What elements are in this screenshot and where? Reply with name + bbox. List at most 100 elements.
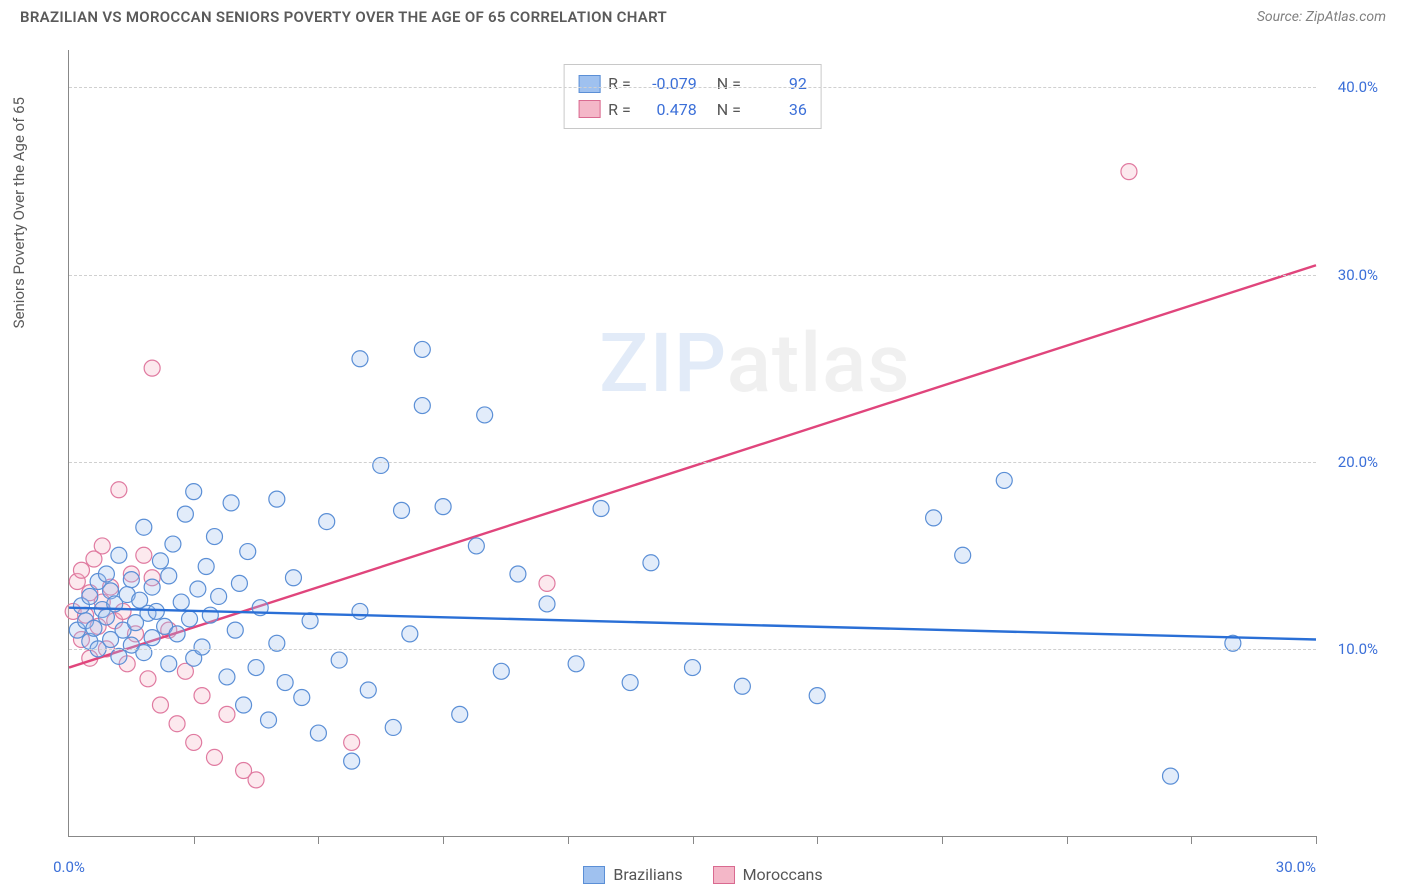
gridline	[69, 87, 1316, 88]
brazilian-point	[111, 547, 127, 563]
moroccan-point	[169, 716, 185, 732]
brazilian-point	[144, 579, 160, 595]
n-label: N =	[717, 97, 741, 123]
brazilian-point	[360, 682, 376, 698]
brazilian-point	[152, 553, 168, 569]
brazilian-point	[414, 398, 430, 414]
x-tick	[194, 836, 195, 844]
x-tick	[443, 836, 444, 844]
brazilian-point	[319, 514, 335, 530]
x-tick	[942, 836, 943, 844]
legend-swatch	[713, 866, 735, 884]
stats-swatch	[578, 75, 600, 93]
x-tick	[1067, 836, 1068, 844]
brazilian-point	[136, 645, 152, 661]
moroccan-point	[248, 772, 264, 788]
brazilian-point	[685, 660, 701, 676]
legend-label: Moroccans	[743, 865, 823, 884]
brazilian-point	[352, 603, 368, 619]
moroccan-point	[94, 538, 110, 554]
brazilian-point	[231, 575, 247, 591]
moroccan-point	[194, 688, 210, 704]
brazilian-point	[310, 725, 326, 741]
brazilian-point	[148, 603, 164, 619]
brazilian-point	[373, 457, 389, 473]
chart-title: BRAZILIAN VS MOROCCAN SENIORS POVERTY OV…	[20, 8, 667, 26]
brazilian-point	[194, 639, 210, 655]
brazilian-point	[294, 690, 310, 706]
chart-source: Source: ZipAtlas.com	[1257, 9, 1386, 25]
r-value: 0.478	[639, 97, 697, 123]
moroccan-point	[73, 562, 89, 578]
brazilian-point	[186, 484, 202, 500]
brazilian-point	[198, 559, 214, 575]
brazilian-point	[285, 570, 301, 586]
brazilian-point	[352, 351, 368, 367]
y-tick-label: 10.0%	[1338, 640, 1378, 658]
y-tick-label: 30.0%	[1338, 266, 1378, 284]
brazilian-point	[394, 502, 410, 518]
y-axis-label: Seniors Poverty Over the Age of 65	[10, 97, 28, 328]
brazilian-point	[206, 529, 222, 545]
brazilian-point	[385, 719, 401, 735]
brazilian-point	[539, 596, 555, 612]
brazilian-point	[493, 663, 509, 679]
brazilian-point	[302, 613, 318, 629]
brazilian-point	[622, 675, 638, 691]
brazilian-point	[202, 607, 218, 623]
brazilian-point	[643, 555, 659, 571]
brazilian-point	[955, 547, 971, 563]
brazilian-point	[510, 566, 526, 582]
moroccan-point	[344, 734, 360, 750]
brazilian-point	[277, 675, 293, 691]
brazilian-point	[123, 572, 139, 588]
brazilian-point	[98, 566, 114, 582]
brazilian-point	[165, 536, 181, 552]
brazilian-point	[219, 669, 235, 685]
moroccan-point	[136, 547, 152, 563]
gridline	[69, 462, 1316, 463]
brazilian-point	[82, 588, 98, 604]
moroccan-point	[186, 734, 202, 750]
moroccan-point	[144, 360, 160, 376]
brazilian-point	[269, 491, 285, 507]
chart-header: BRAZILIAN VS MOROCCAN SENIORS POVERTY OV…	[0, 0, 1406, 30]
moroccan-point	[152, 697, 168, 713]
legend-item: Moroccans	[713, 865, 823, 884]
x-tick	[568, 836, 569, 844]
brazilian-point	[111, 648, 127, 664]
legend-item: Brazilians	[583, 865, 682, 884]
stats-row: R =-0.079N =92	[578, 71, 807, 97]
scatter-svg	[69, 50, 1316, 836]
brazilian-point	[182, 611, 198, 627]
brazilian-point	[236, 697, 252, 713]
x-tick	[693, 836, 694, 844]
brazilian-point	[161, 568, 177, 584]
n-label: N =	[717, 71, 741, 97]
brazilian-point	[177, 506, 193, 522]
legend-swatch	[583, 866, 605, 884]
brazilian-point	[227, 622, 243, 638]
brazilian-point	[211, 588, 227, 604]
gridline	[69, 649, 1316, 650]
gridline	[69, 275, 1316, 276]
brazilian-point	[1163, 768, 1179, 784]
brazilian-point	[169, 626, 185, 642]
brazilian-point	[477, 407, 493, 423]
x-tick	[1191, 836, 1192, 844]
y-tick-label: 20.0%	[1338, 453, 1378, 471]
brazilian-point	[734, 678, 750, 694]
x-tick	[1316, 836, 1317, 844]
brazilian-point	[452, 706, 468, 722]
x-tick	[817, 836, 818, 844]
n-value: 36	[749, 97, 807, 123]
brazilian-point	[190, 581, 206, 597]
moroccan-point	[140, 671, 156, 687]
brazilian-point	[344, 753, 360, 769]
legend-label: Brazilians	[613, 865, 682, 884]
r-label: R =	[608, 71, 631, 97]
moroccan-point	[539, 575, 555, 591]
brazilian-point	[223, 495, 239, 511]
brazilian-point	[261, 712, 277, 728]
brazilian-point	[136, 519, 152, 535]
